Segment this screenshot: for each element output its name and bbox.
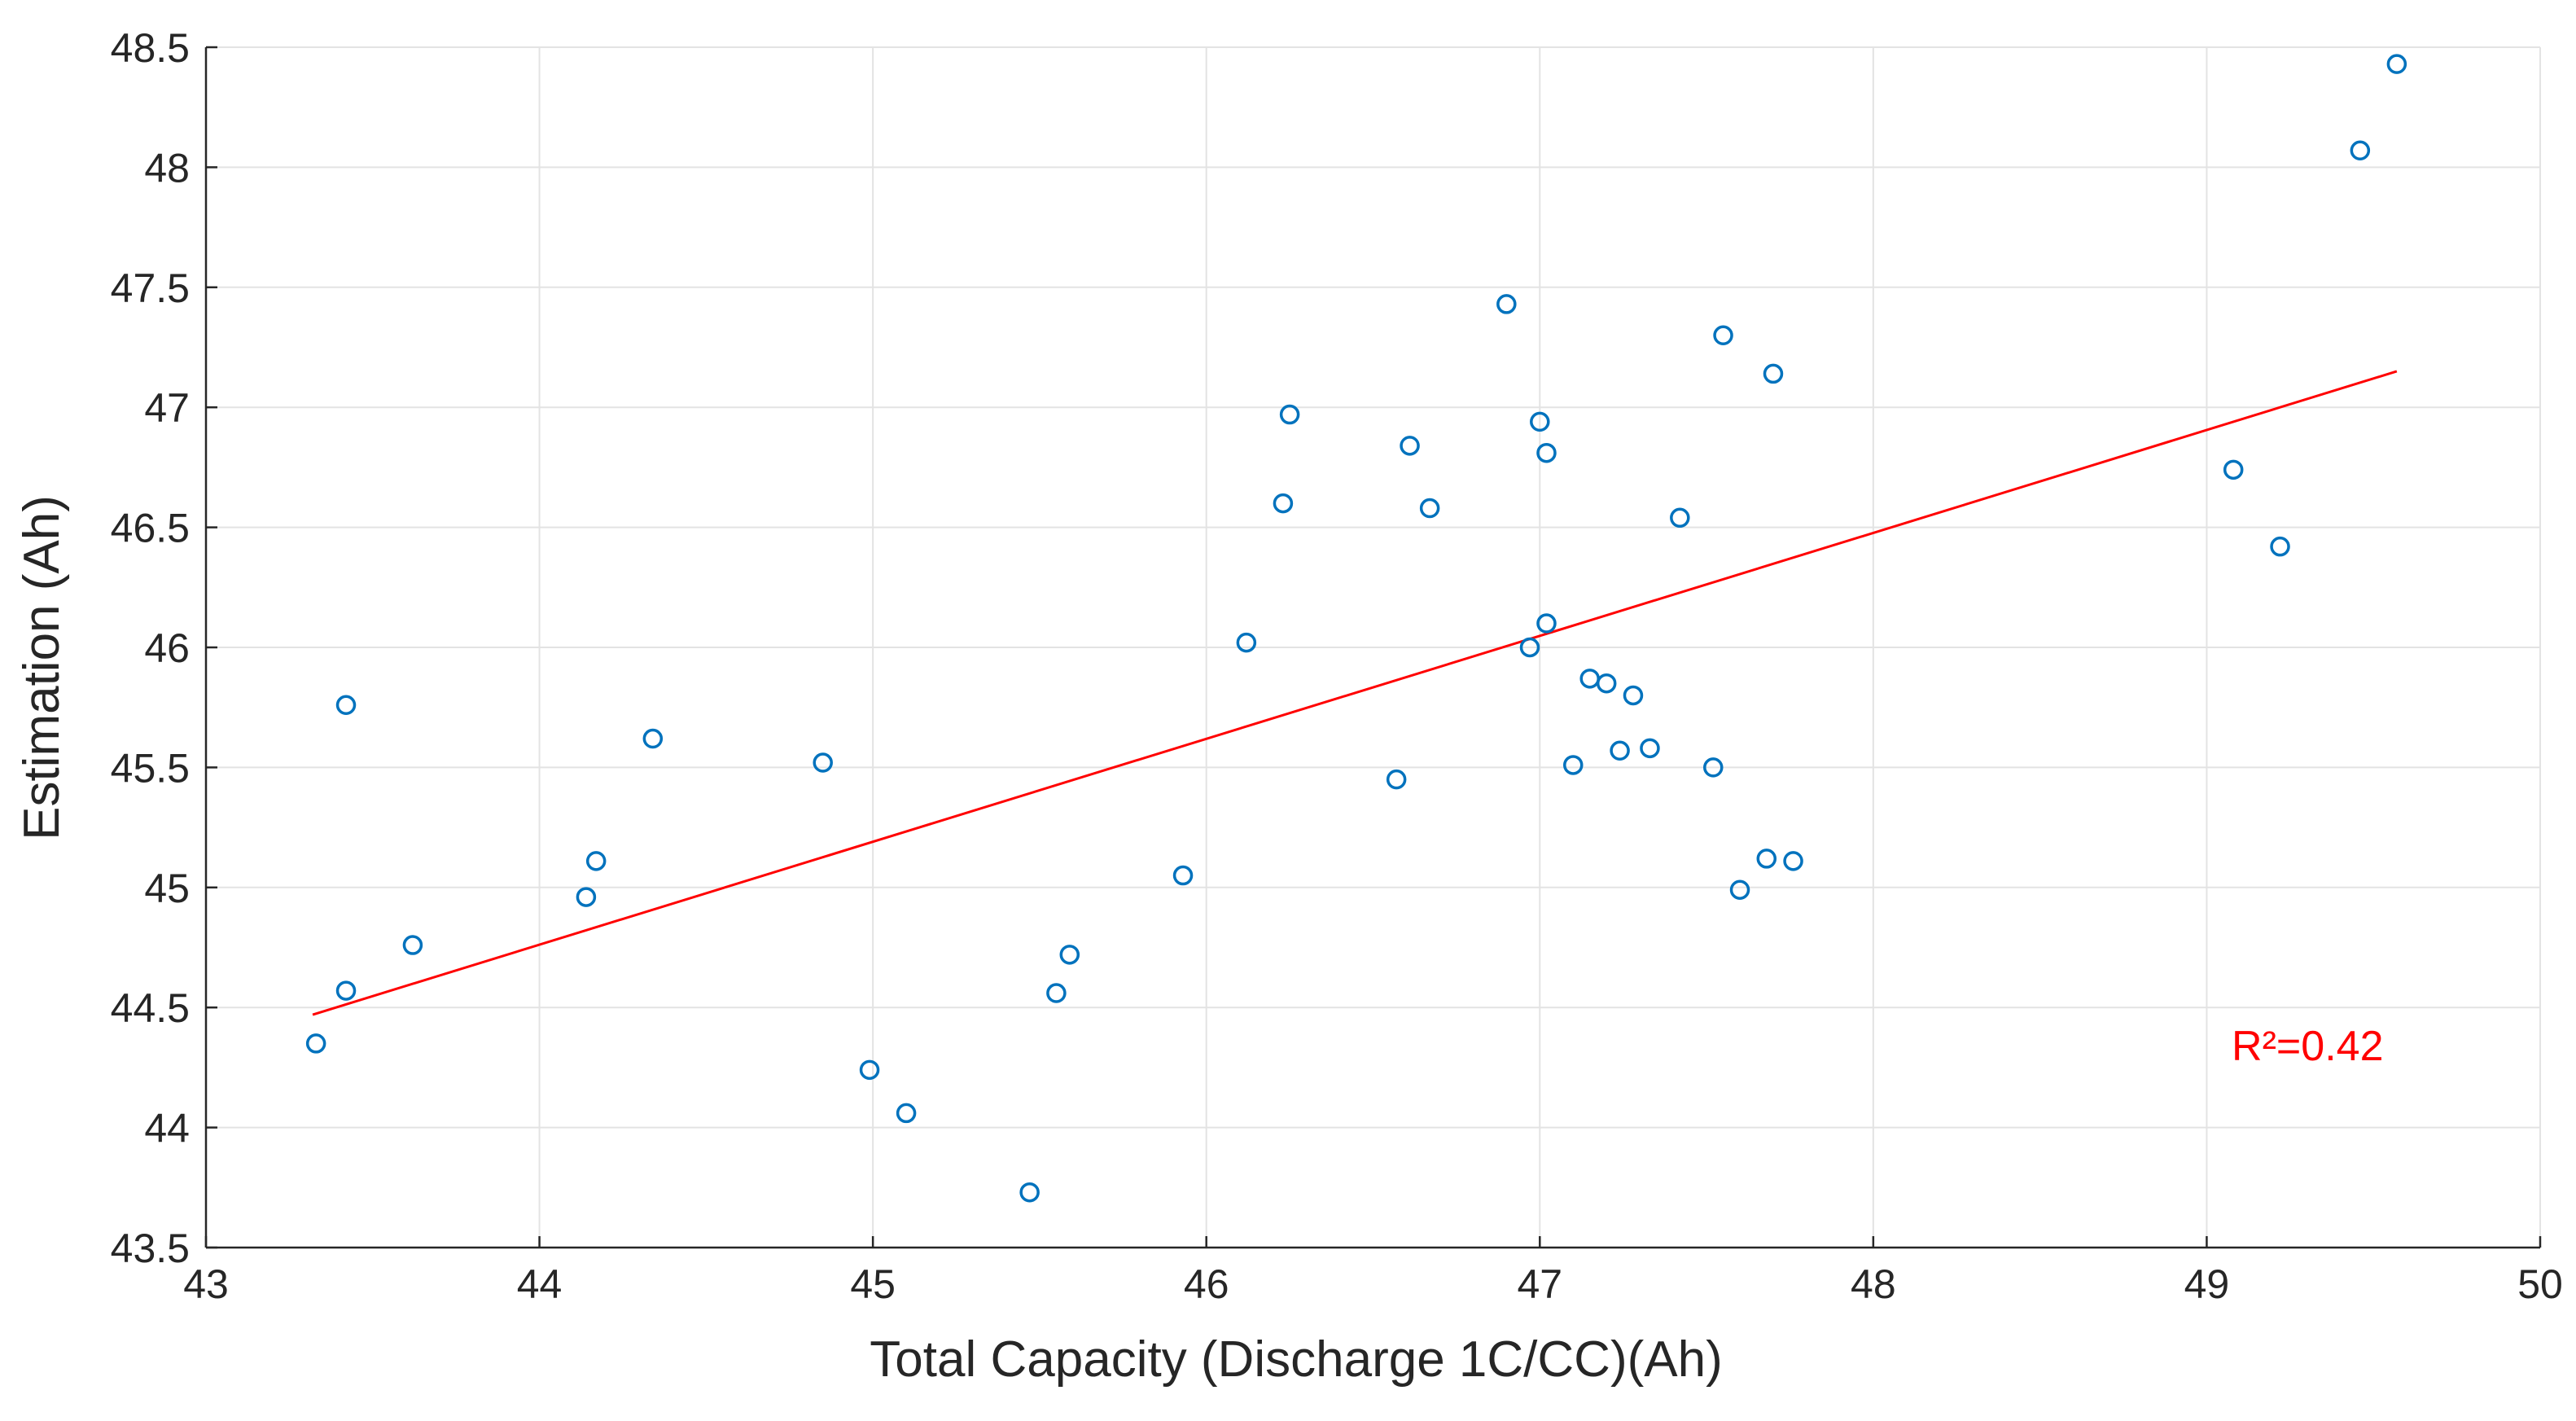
data-point <box>1670 507 1690 528</box>
data-point <box>1536 613 1557 634</box>
y-tick-label: 48.5 <box>111 25 190 71</box>
data-point <box>1019 1182 1040 1203</box>
y-tick-label: 47.5 <box>111 265 190 311</box>
y-tick-label: 43.5 <box>111 1226 190 1271</box>
x-tick-label: 49 <box>2184 1261 2230 1307</box>
y-tick-label: 45 <box>144 866 190 911</box>
data-point <box>813 752 833 773</box>
x-tick-label: 45 <box>850 1261 896 1307</box>
grid <box>205 46 2541 1248</box>
data-point <box>1519 637 1540 658</box>
y-tick-label: 44 <box>144 1106 190 1151</box>
data-point <box>896 1103 917 1124</box>
data-point <box>335 695 357 716</box>
fit-line-layer <box>312 370 2398 1016</box>
y-tick-label: 47 <box>144 385 190 431</box>
x-tick-label: 47 <box>1517 1261 1562 1307</box>
data-point <box>1623 685 1644 706</box>
data-point <box>1756 849 1777 869</box>
x-tick-label: 43 <box>183 1261 229 1307</box>
data-point <box>305 1033 326 1054</box>
data-point <box>1579 669 1600 689</box>
data-point <box>2350 140 2371 161</box>
x-tick-label: 48 <box>1851 1261 1896 1307</box>
data-point <box>335 980 357 1001</box>
data-point <box>1386 769 1407 790</box>
data-point <box>1059 945 1080 965</box>
x-tick-label: 50 <box>2517 1261 2563 1307</box>
tick-labels: 43 44 45 46 47 48 49 50 43.5 44 44.5 45 45.5 46 46.5 47… <box>111 25 2563 1307</box>
data-points <box>305 54 2407 1203</box>
data-point <box>585 851 607 871</box>
data-point <box>1236 632 1257 653</box>
axes <box>204 46 2542 1249</box>
data-point <box>1496 294 1517 314</box>
data-point <box>642 728 664 749</box>
data-point <box>2386 54 2407 74</box>
x-tick-label: 46 <box>1184 1261 1229 1307</box>
data-point <box>1172 865 1194 886</box>
data-point <box>859 1059 880 1081</box>
data-point <box>1703 757 1724 778</box>
data-point <box>1596 673 1617 694</box>
data-point <box>1273 493 1294 514</box>
data-point <box>1046 983 1067 1003</box>
data-point <box>2270 536 2290 557</box>
data-point <box>1536 442 1557 463</box>
data-point <box>1763 363 1784 384</box>
r-squared-annotation: R²=0.42 <box>2232 1023 2383 1070</box>
data-point <box>1640 738 1660 759</box>
data-point <box>1530 411 1550 432</box>
y-tick-label: 45.5 <box>111 745 190 791</box>
data-point <box>402 935 423 955</box>
data-point <box>1783 851 1803 871</box>
data-point <box>1610 740 1630 761</box>
y-tick-label: 44.5 <box>111 985 190 1031</box>
y-axis-title: Estimation (Ah) <box>14 495 70 840</box>
data-point <box>576 887 597 907</box>
data-point <box>1713 325 1733 346</box>
data-point <box>2223 459 2244 480</box>
y-tick-label: 48 <box>144 145 190 191</box>
data-point <box>1279 404 1300 425</box>
data-point <box>1419 498 1440 519</box>
data-point <box>1400 436 1420 456</box>
y-tick-label: 46.5 <box>111 506 190 551</box>
x-axis-title: Total Capacity (Discharge 1C/CC)(Ah) <box>870 1331 1722 1388</box>
x-tick-label: 44 <box>517 1261 563 1307</box>
y-tick-label: 46 <box>144 625 190 671</box>
data-point <box>1562 755 1584 775</box>
data-point <box>1729 879 1750 900</box>
linear-fit-line <box>312 370 2398 1016</box>
